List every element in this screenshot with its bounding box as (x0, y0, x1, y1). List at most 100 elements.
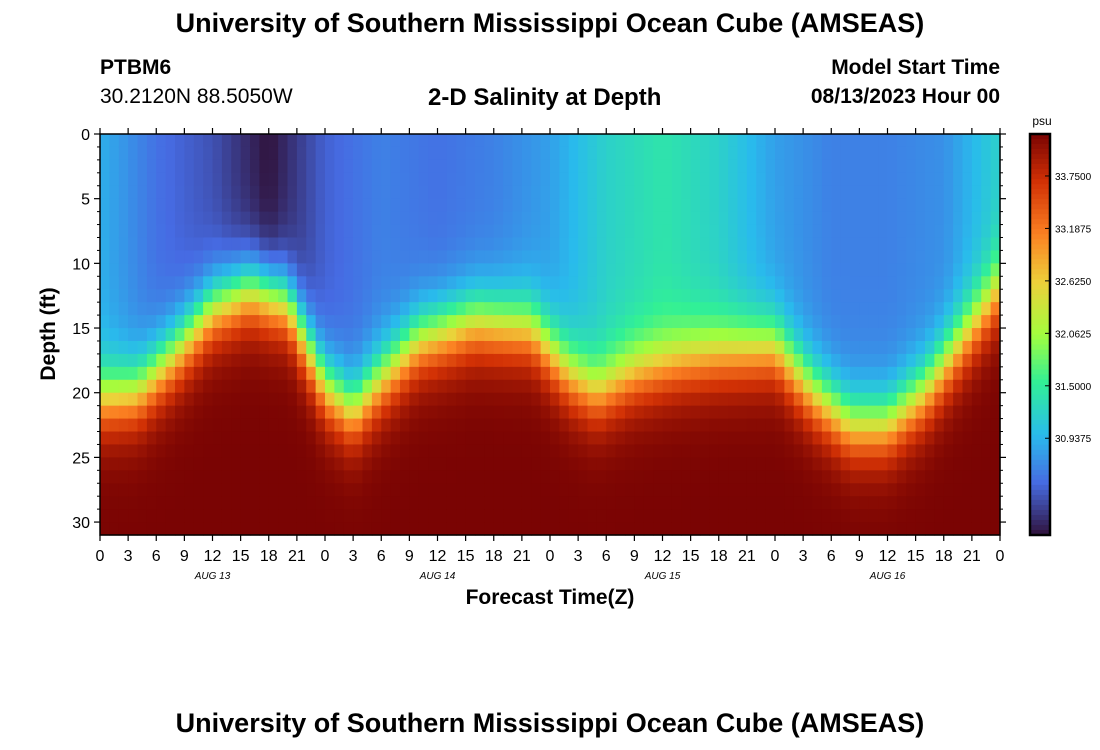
heatmap-cell (925, 418, 935, 433)
heatmap-cell (896, 159, 907, 174)
heatmap-cell (353, 224, 364, 239)
heatmap-cell (465, 328, 476, 342)
heatmap-cell (906, 444, 917, 458)
heatmap-cell (109, 263, 120, 277)
heatmap-cell (953, 405, 964, 420)
heatmap-cell (240, 250, 251, 264)
heatmap-cell (934, 146, 945, 161)
heatmap-cell (606, 134, 617, 148)
heatmap-cell (634, 134, 645, 148)
heatmap-cell (587, 237, 598, 252)
heatmap-cell (240, 159, 251, 174)
heatmap-cell (812, 379, 823, 394)
heatmap-cell (371, 509, 382, 523)
heatmap-cell (812, 211, 823, 226)
heatmap-cell (521, 289, 532, 303)
heatmap-cell (559, 185, 570, 200)
heatmap-cell (137, 470, 148, 484)
heatmap-cell (296, 405, 307, 420)
heatmap-cell (165, 159, 176, 174)
heatmap-cell (793, 483, 804, 497)
heatmap-cell (906, 237, 917, 252)
heatmap-cell (456, 366, 467, 381)
heatmap-cell (175, 276, 185, 290)
heatmap-cell (859, 392, 870, 407)
heatmap-cell (325, 237, 335, 252)
heatmap-cell (568, 315, 579, 329)
heatmap-cell (437, 302, 448, 316)
heatmap-cell (821, 379, 832, 394)
heatmap-cell (296, 328, 307, 342)
heatmap-cell (231, 328, 242, 342)
heatmap-cell (343, 302, 354, 316)
heatmap-cell (915, 289, 926, 303)
heatmap-cell (615, 496, 626, 510)
heatmap-cell (596, 379, 607, 394)
heatmap-cell (193, 366, 204, 381)
heatmap-cell (315, 276, 326, 290)
heatmap-cell (596, 224, 607, 239)
heatmap-cell (700, 198, 710, 213)
heatmap-cell (643, 159, 654, 174)
heatmap-cell (878, 134, 889, 148)
heatmap-cell (568, 418, 579, 433)
heatmap-cell (240, 496, 251, 510)
heatmap-cell (681, 211, 692, 226)
heatmap-cell (981, 250, 992, 264)
heatmap-cell (812, 172, 823, 187)
heatmap-cell (203, 250, 214, 264)
heatmap-cell (137, 340, 148, 355)
heatmap-cell (446, 289, 457, 303)
heatmap-cell (343, 431, 354, 446)
heatmap-cell (475, 134, 485, 148)
heatmap-cell (287, 405, 298, 420)
heatmap-cell (756, 198, 767, 213)
heatmap-cell (831, 366, 842, 381)
heatmap-cell (512, 509, 523, 523)
heatmap-cell (334, 289, 345, 303)
heatmap-cell (521, 457, 532, 471)
heatmap-cell (700, 522, 710, 536)
heatmap-cell (700, 353, 710, 368)
heatmap-cell (250, 237, 260, 252)
heatmap-cell (887, 250, 898, 264)
heatmap-cell (953, 431, 964, 446)
heatmap-cell (259, 185, 270, 200)
heatmap-cell (775, 185, 785, 200)
heatmap-cell (718, 509, 729, 523)
heatmap-cell (718, 315, 729, 329)
heatmap-cell (437, 353, 448, 368)
heatmap-cell (568, 224, 579, 239)
heatmap-cell (456, 276, 467, 290)
heatmap-cell (390, 392, 401, 407)
heatmap-cell (521, 159, 532, 174)
heatmap-cell (409, 405, 420, 420)
heatmap-cell (521, 302, 532, 316)
heatmap-cell (625, 211, 635, 226)
heatmap-cell (634, 392, 645, 407)
heatmap-cell (850, 315, 860, 329)
heatmap-cell (353, 444, 364, 458)
heatmap-cell (306, 185, 317, 200)
heatmap-cell (456, 418, 467, 433)
heatmap-cell (653, 392, 664, 407)
heatmap-cell (953, 134, 964, 148)
heatmap-cell (746, 159, 757, 174)
heatmap-cell (353, 185, 364, 200)
heatmap-cell (765, 211, 776, 226)
heatmap-cell (465, 263, 476, 277)
heatmap-cell (371, 198, 382, 213)
heatmap-cell (381, 134, 392, 148)
heatmap-cell (803, 211, 814, 226)
heatmap-cell (925, 211, 935, 226)
heatmap-cell (437, 185, 448, 200)
heatmap-cell (156, 302, 167, 316)
heatmap-cell (259, 172, 270, 187)
heatmap-cell (146, 198, 157, 213)
heatmap-cell (493, 431, 504, 446)
heatmap-cell (259, 224, 270, 239)
heatmap-cell (512, 522, 523, 536)
heatmap-cell (278, 224, 289, 239)
heatmap-cell (578, 509, 589, 523)
heatmap-cell (840, 483, 851, 497)
